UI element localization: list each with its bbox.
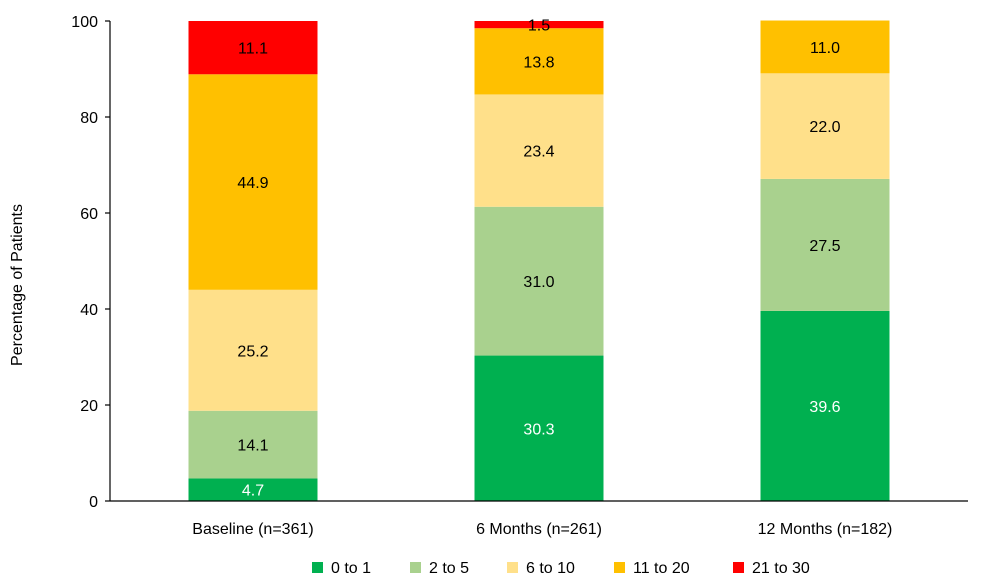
legend-label: 2 to 5 xyxy=(429,560,469,577)
bar-segment xyxy=(474,355,604,501)
data-label: 25.2 xyxy=(237,343,268,360)
data-label: 31.0 xyxy=(523,274,554,291)
y-tick-label: 80 xyxy=(80,110,98,127)
y-tick-label: 100 xyxy=(71,14,98,31)
bar-segment xyxy=(474,94,604,207)
data-label: 27.5 xyxy=(809,238,840,255)
x-tick-label: 12 Months (n=182) xyxy=(758,521,893,538)
bar-segment xyxy=(188,21,318,75)
y-tick-label: 40 xyxy=(80,302,98,319)
bar-segment xyxy=(188,289,318,411)
y-axis-title: Percentage of Patients xyxy=(9,204,26,366)
legend-swatch xyxy=(614,562,625,573)
bar-segment xyxy=(188,74,318,290)
y-tick-label: 0 xyxy=(89,494,98,511)
bar-segment xyxy=(760,73,890,179)
bar-segment xyxy=(760,20,890,74)
legend-swatch xyxy=(733,562,744,573)
data-label: 11.0 xyxy=(810,40,840,57)
legend-label: 6 to 10 xyxy=(526,560,575,577)
bar-segment xyxy=(760,310,890,501)
legend: 0 to 1 2 to 5 6 to 10 11 to 20 21 to 30 xyxy=(312,560,810,577)
x-tick-label: Baseline (n=361) xyxy=(192,521,313,538)
legend-label: 21 to 30 xyxy=(752,560,810,577)
data-label: 13.8 xyxy=(523,54,554,71)
plot-area: 4.7 14.1 25.2 44.9 11.1 Baseline (n=361) 30.3 3… xyxy=(71,14,968,538)
data-label: 44.9 xyxy=(237,175,268,192)
bar-segment xyxy=(188,410,318,479)
bar-segment xyxy=(760,178,890,311)
legend-label: 11 to 20 xyxy=(633,560,690,577)
legend-swatch xyxy=(312,562,323,573)
data-label: 30.3 xyxy=(523,421,554,438)
y-tick-label: 20 xyxy=(80,398,98,415)
legend-swatch xyxy=(410,562,421,573)
data-label: 1.5 xyxy=(528,18,550,35)
data-label: 14.1 xyxy=(237,438,268,455)
bar-segment xyxy=(474,21,604,29)
legend-swatch xyxy=(507,562,518,573)
y-tick-label: 60 xyxy=(80,206,98,223)
legend-label: 0 to 1 xyxy=(331,560,371,577)
bar-segment xyxy=(188,478,318,501)
bar-segment xyxy=(474,206,604,356)
data-label: 4.7 xyxy=(242,483,264,500)
data-label: 39.6 xyxy=(809,399,840,416)
bar-segment xyxy=(474,28,604,95)
x-tick-label: 6 Months (n=261) xyxy=(476,521,602,538)
data-label: 23.4 xyxy=(523,144,554,161)
data-label: 11.1 xyxy=(238,41,268,58)
data-label: 22.0 xyxy=(809,119,840,136)
